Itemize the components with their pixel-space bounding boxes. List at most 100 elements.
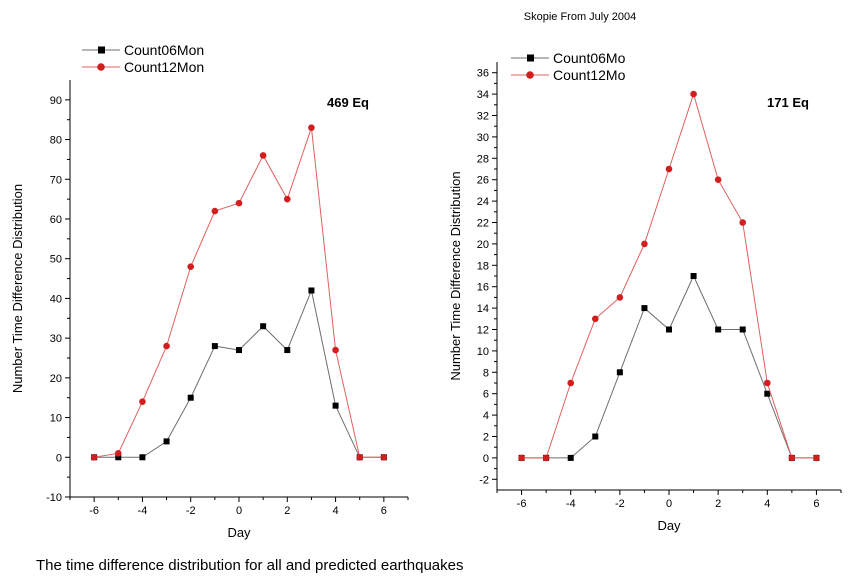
legend-label-1: Count06Mo xyxy=(553,50,626,66)
y-tick-label: 4 xyxy=(483,410,489,422)
left-chart: -6 -4 -2 0 2 4 6 -10 0 10 20 30 40 50 60 70 80 90 Day Numbe… xyxy=(10,42,409,540)
data-point-circle xyxy=(235,199,243,207)
y-tick-label: 14 xyxy=(477,303,489,315)
data-point-circle xyxy=(591,315,599,323)
data-point-circle xyxy=(163,342,170,350)
data-point-square xyxy=(332,402,339,409)
right-chart: -6 -4 -2 0 2 4 6-20246810121416182022242628303… xyxy=(448,11,842,533)
y-tick-label: 28 xyxy=(477,153,489,165)
y-tick-label: -2 xyxy=(479,474,489,486)
x-tick-label: 6 xyxy=(381,505,387,517)
y-tick-label: 8 xyxy=(483,367,489,379)
y-tick-label: 2 xyxy=(483,432,489,444)
y-tick-label: 0 xyxy=(483,453,489,465)
y-tick-label: 10 xyxy=(477,346,489,358)
y-tick-label: 70 xyxy=(50,174,62,186)
data-point-circle xyxy=(641,240,648,248)
x-axis-label: Day xyxy=(657,518,681,533)
y-tick-label: 20 xyxy=(477,239,489,251)
x-tick-label: 2 xyxy=(715,498,721,510)
x-tick-label: -2 xyxy=(186,505,196,517)
data-point-square xyxy=(284,347,291,354)
data-point-square xyxy=(641,305,648,312)
y-tick-label: 50 xyxy=(50,254,62,266)
legend-label-2: Count12Mon xyxy=(124,59,204,75)
y-tick-label: 18 xyxy=(477,260,489,272)
data-point-circle xyxy=(283,195,291,203)
data-point-circle xyxy=(380,453,388,461)
y-tick-label: 12 xyxy=(477,325,489,337)
series-line-2 xyxy=(94,127,384,458)
figure-caption: The time difference distribution for all… xyxy=(36,557,463,574)
legend-marker-circle xyxy=(526,71,534,79)
data-point-square xyxy=(616,369,623,376)
y-axis-label: Number Time Difference Distribution xyxy=(10,184,25,393)
data-point-square xyxy=(260,323,267,330)
y-tick-label: 0 xyxy=(56,452,62,464)
x-tick-label: 6 xyxy=(813,498,819,510)
data-point-circle xyxy=(714,176,722,183)
y-tick-label: 90 xyxy=(50,95,62,107)
legend-label-2: Count12Mo xyxy=(553,67,626,83)
series-line-1 xyxy=(94,288,384,458)
y-tick-label: 10 xyxy=(50,413,62,425)
data-point-square xyxy=(666,326,672,333)
data-point-circle xyxy=(788,454,796,462)
legend-marker-square xyxy=(98,46,105,54)
x-tick-label: 4 xyxy=(333,505,339,517)
y-tick-label: 26 xyxy=(477,175,489,187)
chart-title: Skopie From July 2004 xyxy=(524,11,637,23)
data-point-circle xyxy=(665,165,673,173)
y-tick-label: 80 xyxy=(50,135,62,147)
series-line-2 xyxy=(521,92,817,459)
x-tick-label: 0 xyxy=(236,505,242,517)
y-tick-label: 40 xyxy=(50,293,62,305)
y-tick-label: 60 xyxy=(50,214,62,226)
data-point-square xyxy=(236,347,242,354)
data-point-circle xyxy=(518,454,525,462)
x-axis-label: Day xyxy=(227,525,251,540)
data-point-square xyxy=(592,433,599,440)
y-tick-label: 30 xyxy=(477,132,489,144)
data-point-circle xyxy=(813,454,820,462)
data-point-square xyxy=(187,394,194,401)
y-axis-label: Number Time Difference Distribution xyxy=(448,171,463,380)
y-tick-label: 6 xyxy=(483,389,489,401)
data-point-circle xyxy=(763,379,771,387)
data-point-square xyxy=(139,454,146,461)
x-tick-label: 4 xyxy=(764,498,770,510)
data-point-square xyxy=(690,273,697,279)
x-tick-label: 0 xyxy=(666,498,672,510)
y-tick-label: 22 xyxy=(477,218,489,230)
data-point-circle xyxy=(616,294,624,301)
y-tick-label: -10 xyxy=(46,492,62,504)
x-tick-label: -4 xyxy=(566,498,576,510)
x-tick-label: -6 xyxy=(89,505,99,517)
x-tick-label: -2 xyxy=(615,498,625,510)
y-tick-label: 16 xyxy=(477,282,489,294)
data-point-square xyxy=(163,438,170,445)
data-point-square xyxy=(739,326,746,333)
data-point-circle xyxy=(211,207,219,215)
data-point-circle xyxy=(139,398,146,405)
legend-label-1: Count06Mon xyxy=(124,42,204,58)
data-point-square xyxy=(715,326,722,333)
y-tick-label: 34 xyxy=(477,89,489,101)
y-tick-label: 36 xyxy=(477,68,489,80)
data-point-square xyxy=(764,390,771,397)
y-tick-label: 32 xyxy=(477,111,489,123)
annotation-label: 171 Eq xyxy=(767,95,809,110)
data-point-circle xyxy=(356,453,364,461)
legend-marker-square xyxy=(527,54,534,62)
data-point-square xyxy=(567,454,574,461)
data-point-circle xyxy=(308,124,315,131)
data-point-circle xyxy=(567,379,575,387)
data-point-square xyxy=(308,287,315,294)
data-point-circle xyxy=(332,346,339,354)
data-point-circle xyxy=(739,219,747,226)
x-tick-label: 2 xyxy=(284,505,290,517)
data-point-square xyxy=(211,343,218,350)
annotation-label: 469 Eq xyxy=(327,95,369,110)
